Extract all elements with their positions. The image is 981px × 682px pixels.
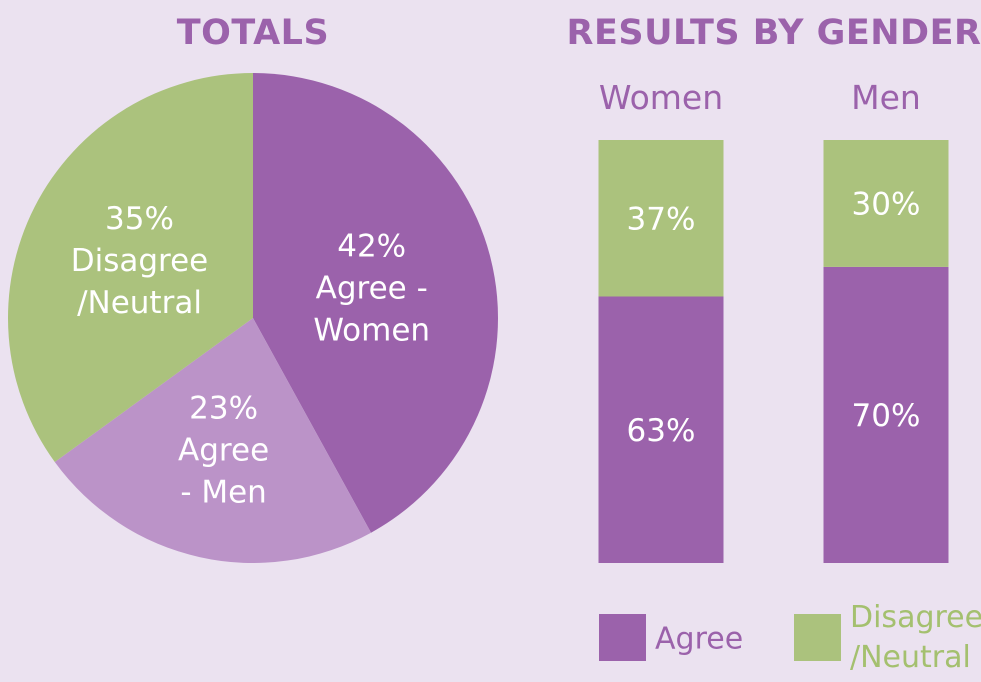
bar-label-women-agree: 63%: [627, 413, 696, 449]
pie-chart-title: TOTALS: [177, 13, 329, 53]
pie-chart: 42% Agree -Women 23% Agree - Men 35% Disagree /…: [7, 73, 499, 564]
category-label-men: Men: [851, 78, 921, 117]
bar-segment-women-disagree-neutral: [598, 140, 724, 297]
bar-label-women-disagree-neutral: 37%: [627, 201, 696, 237]
pie-slice-disagree-neutral: [7, 73, 254, 463]
bar-label-men-agree: 70%: [852, 398, 921, 434]
bar-segment-men-agree: [823, 266, 949, 563]
legend-swatch-disagree-neutral: [794, 614, 841, 661]
stacked-bar-chart: 63% 37% 70% 30%: [598, 140, 949, 563]
pie-label-disagree-neutral: 35% Disagree/Neutral: [71, 201, 209, 321]
bar-segment-men-disagree-neutral: [823, 140, 949, 267]
legend: Agree Disagree/Neutral: [599, 600, 981, 675]
pie-label-agree-women: 42% Agree -Women: [313, 229, 430, 349]
legend-swatch-agree: [599, 614, 646, 661]
pie-slice-agree-men: [54, 318, 372, 564]
legend-label-agree: Agree: [655, 622, 743, 657]
legend-label-disagree-neutral: Disagree/Neutral: [850, 600, 981, 675]
category-label-women: Women: [599, 78, 723, 117]
bar-chart-title: RESULTS BY GENDER: [567, 13, 981, 53]
bar-segment-women-agree: [598, 296, 724, 563]
bar-label-men-disagree-neutral: 30%: [852, 186, 921, 222]
pie-slice-agree-women: [253, 73, 499, 533]
pie-label-agree-men: 23% Agree - Men: [178, 391, 269, 511]
